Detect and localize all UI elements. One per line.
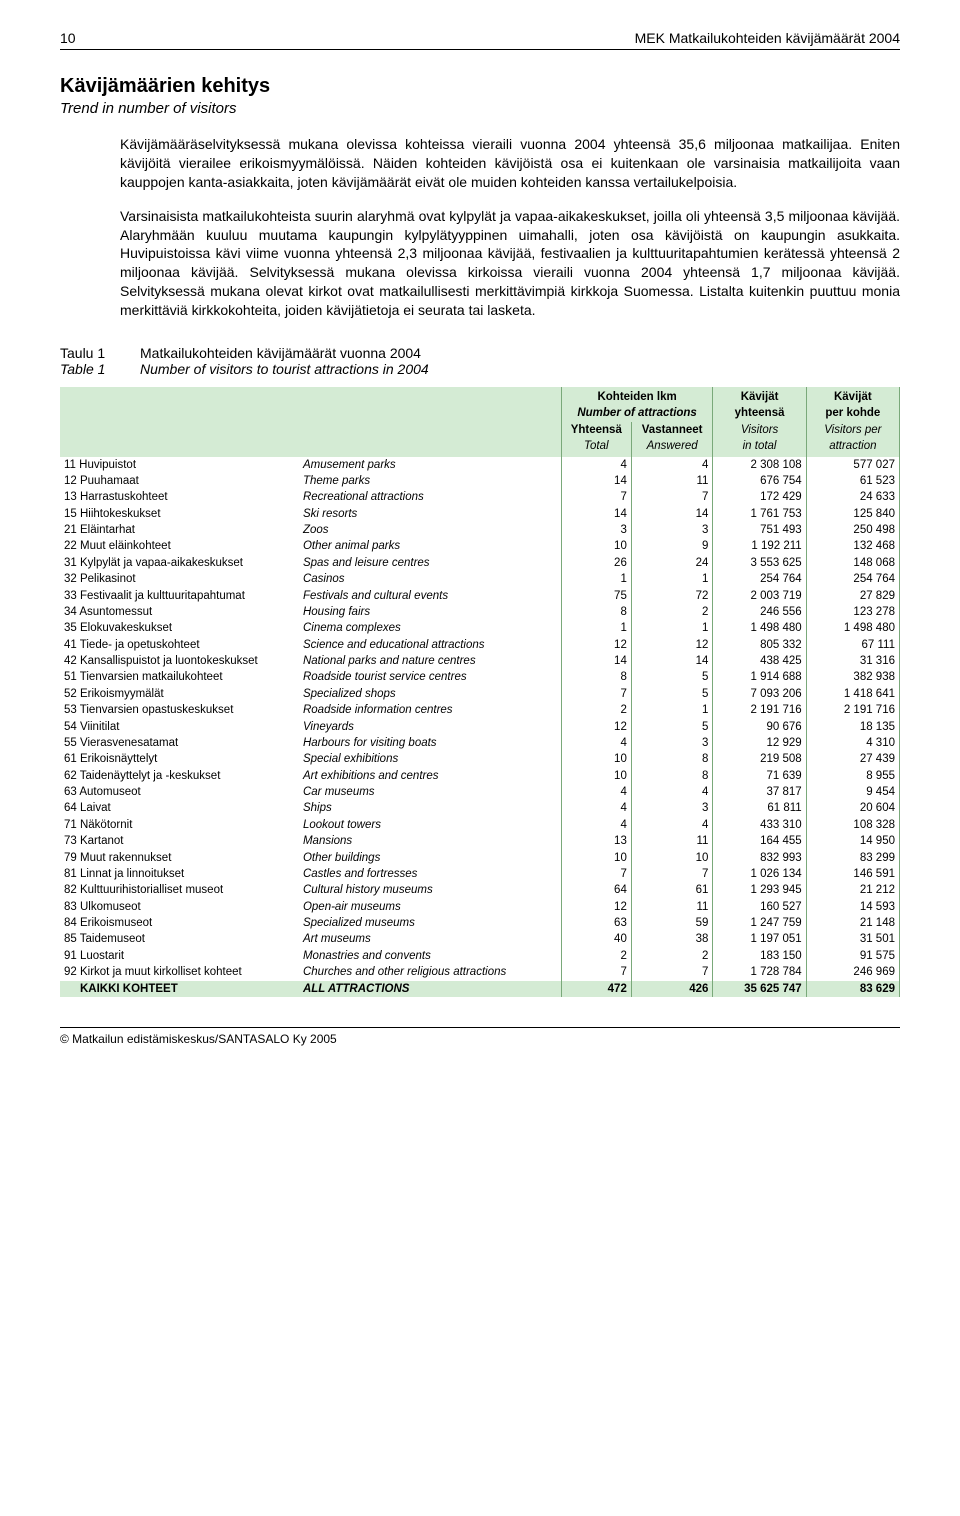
table-row: 41 Tiede- ja opetuskohteetScience and ed…: [60, 637, 900, 653]
table-row: 13 HarrastuskohteetRecreational attracti…: [60, 489, 900, 505]
table-label: Table 1: [60, 361, 140, 377]
hdr-kohteiden: Kohteiden lkm: [561, 387, 713, 405]
page-number: 10: [60, 30, 76, 46]
table-row: 84 ErikoismuseotSpecialized museums63591…: [60, 915, 900, 931]
table-row: 22 Muut eläinkohteetOther animal parks10…: [60, 538, 900, 554]
hdr-visitors: Visitors: [713, 422, 806, 438]
table-row: 91 LuostaritMonastries and convents22183…: [60, 948, 900, 964]
hdr-visitors-per: Visitors per: [806, 422, 899, 438]
table-title-block: Taulu 1 Matkailukohteiden kävijämäärät v…: [60, 345, 900, 377]
table-row: 34 AsuntomessutHousing fairs82246 556123…: [60, 604, 900, 620]
report-title: MEK Matkailukohteiden kävijämäärät 2004: [635, 30, 900, 46]
table-row: 54 ViinitilatVineyards12590 67618 135: [60, 719, 900, 735]
table-row: 63 AutomuseotCar museums4437 8179 454: [60, 784, 900, 800]
table-row: 15 HiihtokeskuksetSki resorts14141 761 7…: [60, 506, 900, 522]
table-row: 12 PuuhamaatTheme parks1411676 75461 523: [60, 473, 900, 489]
table-row: 81 Linnat ja linnoituksetCastles and for…: [60, 866, 900, 882]
taulu-desc: Matkailukohteiden kävijämäärät vuonna 20…: [140, 345, 429, 361]
table-row: 21 EläintarhatZoos33751 493250 498: [60, 522, 900, 538]
footer-copyright: © Matkailun edistämiskeskus/SANTASALO Ky…: [60, 1027, 900, 1046]
hdr-attraction: attraction: [806, 438, 899, 456]
table-row: 82 Kulttuurihistorialliset museotCultura…: [60, 882, 900, 898]
table-row: 33 Festivaalit ja kulttuuritapahtumatFes…: [60, 588, 900, 604]
table-row: 79 Muut rakennuksetOther buildings101083…: [60, 850, 900, 866]
hdr-kavijat: Kävijät: [713, 387, 806, 405]
table-row: 52 ErikoismyymälätSpecialized shops757 0…: [60, 686, 900, 702]
hdr-vast: Vastanneet: [631, 422, 713, 438]
hdr-kavijat2: Kävijät: [806, 387, 899, 405]
table-row: 83 UlkomuseotOpen-air museums1211160 527…: [60, 899, 900, 915]
taulu-label: Taulu 1: [60, 345, 140, 361]
table-row: 55 VierasvenesatamatHarbours for visitin…: [60, 735, 900, 751]
table-row: 62 Taidenäyttelyt ja -keskuksetArt exhib…: [60, 768, 900, 784]
table-row: 53 Tienvarsien opastuskeskuksetRoadside …: [60, 702, 900, 718]
hdr-total: Total: [561, 438, 631, 456]
table-body: 11 HuvipuistotAmusement parks442 308 108…: [60, 457, 900, 997]
hdr-answered: Answered: [631, 438, 713, 456]
hdr-intotal: in total: [713, 438, 806, 456]
table-row: 71 NäkötornitLookout towers44433 310108 …: [60, 817, 900, 833]
table-row: 61 ErikoisnäyttelytSpecial exhibitions10…: [60, 751, 900, 767]
table-row: 64 LaivatShips4361 81120 604: [60, 800, 900, 816]
hdr-yht: Yhteensä: [561, 422, 631, 438]
data-table: Kohteiden lkm Kävijät Kävijät Number of …: [60, 387, 900, 997]
table-desc: Number of visitors to tourist attraction…: [140, 361, 429, 377]
main-heading: Kävijämäärien kehitys: [60, 75, 900, 98]
table-row: 32 PelikasinotCasinos11254 764254 764: [60, 571, 900, 587]
paragraph-1: Kävijämääräselvityksessä mukana olevissa…: [120, 135, 900, 192]
table-row: 73 KartanotMansions1311164 45514 950: [60, 833, 900, 849]
hdr-yhteensa: yhteensä: [713, 405, 806, 421]
table-row: 31 Kylpylät ja vapaa-aikakeskuksetSpas a…: [60, 555, 900, 571]
sub-heading: Trend in number of visitors: [60, 100, 900, 117]
table-total-row: KAIKKI KOHTEETALL ATTRACTIONS47242635 62…: [60, 981, 900, 997]
hdr-perkohde: per kohde: [806, 405, 899, 421]
table-row: 92 Kirkot ja muut kirkolliset kohteetChu…: [60, 964, 900, 980]
table-row: 42 Kansallispuistot ja luontokeskuksetNa…: [60, 653, 900, 669]
table-row: 51 Tienvarsien matkailukohteetRoadside t…: [60, 669, 900, 685]
table-row: 85 TaidemuseotArt museums40381 197 05131…: [60, 931, 900, 947]
page-header: 10 MEK Matkailukohteiden kävijämäärät 20…: [60, 30, 900, 50]
hdr-num-attr: Number of attractions: [561, 405, 713, 421]
table-row: 35 ElokuvakeskuksetCinema complexes111 4…: [60, 620, 900, 636]
data-table-wrap: Kohteiden lkm Kävijät Kävijät Number of …: [60, 387, 900, 997]
table-row: 11 HuvipuistotAmusement parks442 308 108…: [60, 457, 900, 473]
paragraph-2: Varsinaisista matkailukohteista suurin a…: [120, 207, 900, 320]
